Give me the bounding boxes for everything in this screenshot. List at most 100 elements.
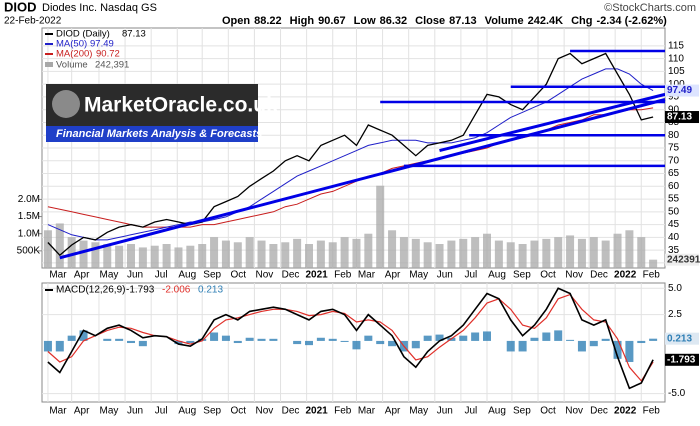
x-tick-label: Sep — [203, 270, 221, 281]
macd-value: -2.006 — [162, 285, 191, 296]
quote-label: Open — [222, 15, 250, 27]
x-tick-label: Jul — [464, 270, 477, 281]
volume-bar — [91, 242, 100, 268]
histogram-bar — [376, 340, 385, 345]
x-tick-label: Dec — [282, 270, 300, 281]
y-tick-label: 90 — [668, 104, 680, 115]
histogram-bar — [269, 338, 278, 341]
legend-name: Volume — [56, 60, 88, 71]
volume-bar — [423, 242, 432, 268]
quote-value: 87.13 — [449, 15, 477, 27]
x-tick-label: Jul — [155, 406, 168, 417]
y-tick-label: 40 — [668, 232, 680, 243]
histogram-bar — [198, 338, 207, 341]
histogram-bar — [530, 337, 539, 341]
volume-bar — [483, 233, 491, 268]
histogram-bar — [471, 332, 480, 341]
histogram-bar — [542, 332, 551, 341]
macd-value: 0.213 — [198, 285, 223, 296]
quote-value: -2.34 (-2.62%) — [596, 15, 667, 27]
y-tick-label: 110 — [668, 53, 684, 64]
legend-name: DIOD (Daily) — [56, 29, 110, 40]
x-tick-label: Oct — [231, 270, 247, 281]
quote-value: 86.32 — [380, 15, 408, 27]
credit: ©StockCharts.com — [604, 2, 696, 14]
x-tick-label: Oct — [231, 406, 247, 417]
histogram-bar — [554, 330, 563, 341]
close-value-label-box — [665, 111, 699, 124]
histogram-bar — [601, 338, 610, 341]
volume — [43, 185, 658, 268]
volume-bar — [601, 240, 610, 268]
histogram-bar — [423, 335, 432, 341]
histogram-bar — [305, 340, 313, 346]
y-tick-label: -5.0 — [668, 388, 686, 399]
histogram-bar — [55, 340, 64, 352]
quote-label: Low — [354, 15, 376, 27]
x-tick-label: Feb — [334, 270, 352, 281]
histogram-bar — [174, 340, 183, 345]
volume-bar — [577, 238, 586, 268]
ma-value-label-box — [665, 84, 699, 97]
legend-swatch — [45, 43, 53, 45]
x-tick-label: Dec — [590, 270, 608, 281]
x-tick-label: Jun — [437, 270, 453, 281]
quote-label: Volume — [485, 15, 524, 27]
volume-bar — [55, 223, 64, 268]
volume-bar — [518, 244, 527, 268]
x-tick-label: Apr — [74, 406, 90, 417]
legend-name: MA(200) — [56, 49, 92, 60]
x-tick-label: May — [409, 406, 428, 417]
y-tick-label: 70 — [668, 155, 680, 166]
x-tick-label: May — [409, 270, 428, 281]
legend-swatch — [45, 289, 53, 291]
volume-bar — [411, 238, 420, 268]
x-tick-label: Sep — [513, 406, 531, 417]
x-tick-label: Oct — [540, 270, 556, 281]
y-tick-label: 35 — [668, 245, 680, 256]
y-tick-label: 55 — [668, 194, 680, 205]
volume-bar — [43, 230, 52, 268]
histogram-bar — [138, 340, 147, 347]
volume-bar — [269, 244, 278, 268]
volume-bar — [554, 237, 563, 268]
macd-line — [47, 293, 654, 382]
x-tick-label: Jul — [155, 270, 168, 281]
volume-bar — [459, 238, 468, 268]
volume-bar — [447, 240, 456, 268]
volume-bar — [67, 237, 76, 268]
x-tick-label: Jun — [127, 270, 143, 281]
histogram-bar — [577, 340, 586, 352]
ma-value-label: 97.49 — [667, 85, 692, 96]
volume-bar — [293, 238, 302, 268]
histogram-bar — [625, 340, 634, 362]
histogram-bar — [67, 335, 76, 341]
volume-bar — [233, 242, 242, 268]
y-tick-label: 80 — [668, 130, 680, 141]
volume-bar — [364, 233, 373, 268]
logo-title: MarketOracle.co.uk — [84, 94, 278, 117]
price — [47, 49, 666, 260]
labels: 3035404550556065707580859095100105110115… — [17, 15, 700, 417]
macd-value: -1.793 — [126, 285, 155, 296]
y-tick-label: 45 — [668, 219, 680, 230]
logo-band — [46, 126, 258, 142]
x-tick-label: Feb — [334, 406, 352, 417]
quote-value: 90.67 — [318, 15, 346, 27]
volume-bar — [174, 247, 183, 268]
volume-bar — [103, 244, 112, 268]
macd-line — [47, 287, 654, 390]
histogram-bar — [293, 340, 302, 345]
volume-bar — [589, 237, 598, 268]
quote-value: 242.4K — [528, 15, 564, 27]
y-tick-label: 65 — [668, 168, 680, 179]
volume-bar — [388, 230, 397, 268]
x-tick-label: Feb — [643, 270, 661, 281]
histogram-bar — [435, 334, 444, 341]
x-tick-label: Sep — [513, 270, 531, 281]
price-line — [47, 52, 654, 257]
volume-bar — [637, 237, 646, 268]
logo-tagline: Financial Markets Analysis & Forecasts — [56, 128, 262, 140]
x-tick-label: Nov — [565, 406, 583, 417]
y-tick-label: 105 — [668, 66, 685, 77]
